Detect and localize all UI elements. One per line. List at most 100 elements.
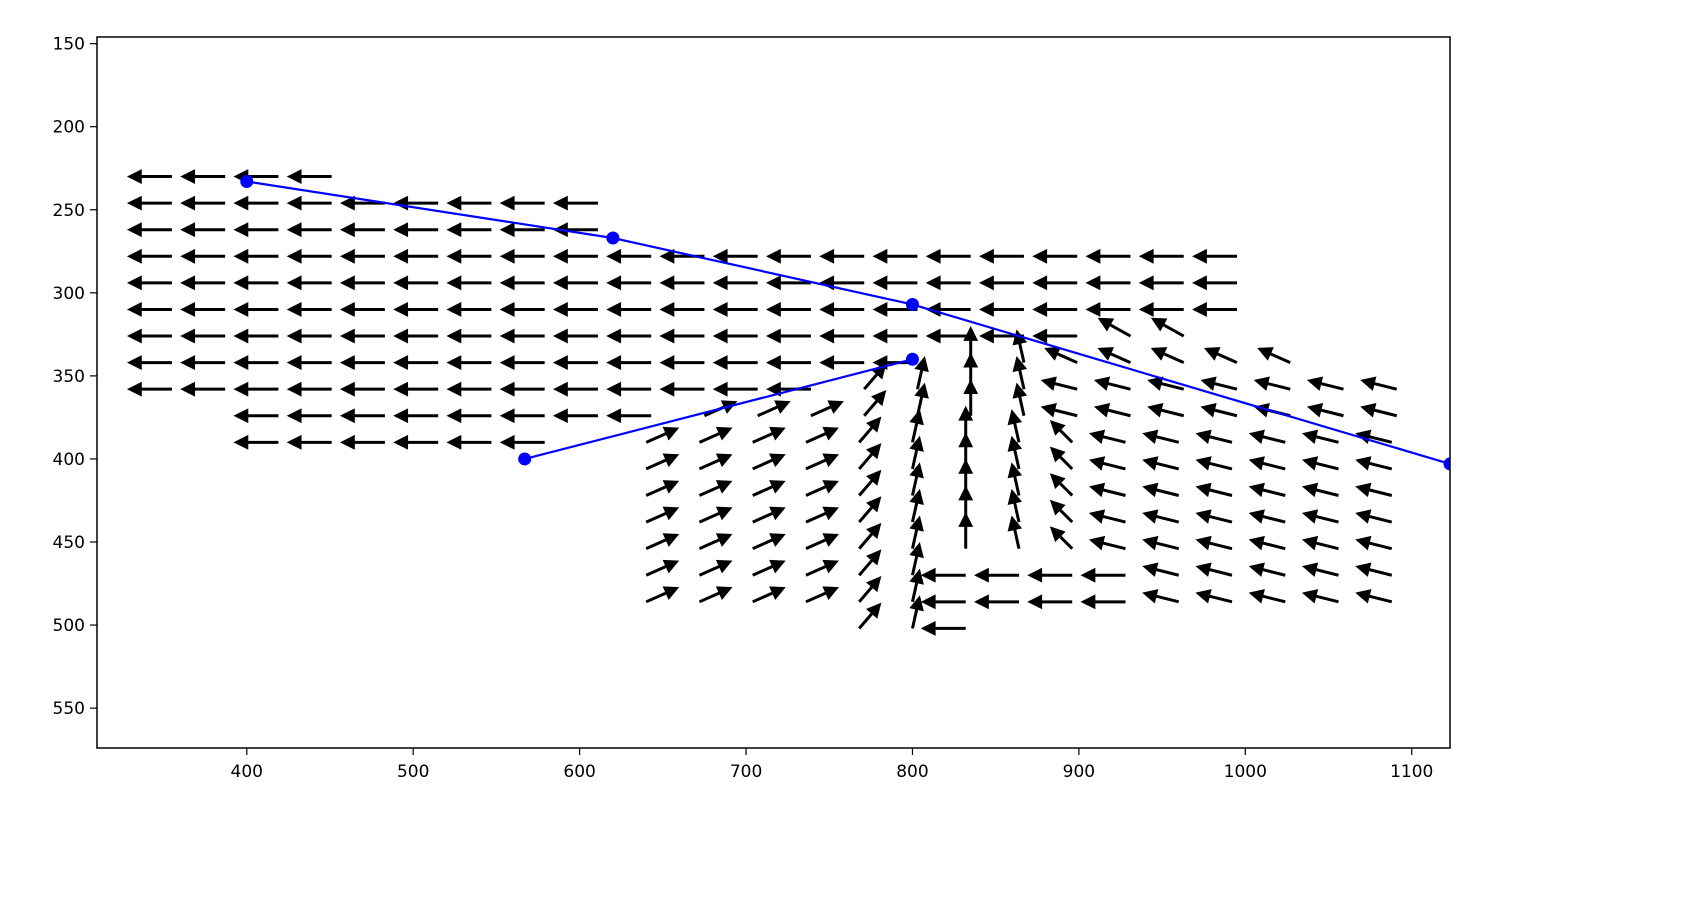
arrow [1301,482,1339,498]
arrow [1360,376,1398,391]
arrow [698,533,733,551]
arrow [1360,403,1398,418]
arrow [1195,429,1233,445]
arrow [659,381,705,397]
arrow [606,381,652,397]
arrow [286,169,332,184]
arrow [1007,488,1023,523]
arrow [446,248,492,264]
arrow [180,275,226,291]
arrow [858,602,882,630]
arrow [645,506,680,524]
arrow [712,248,758,264]
arrow [1355,509,1393,524]
arrow [645,480,680,497]
arrow [712,355,758,371]
arrow [1301,535,1339,551]
line-marker [905,352,919,366]
arrow [446,195,492,211]
arrow [339,408,385,424]
arrow [393,381,439,397]
arrow [712,302,758,317]
arrow [645,586,680,604]
arrow [1088,509,1126,524]
y-tick-label: 250 [53,201,85,221]
arrow [552,302,598,317]
arrow [499,275,545,291]
arrow [805,559,839,577]
line [246,180,1450,465]
arrow [1138,248,1184,264]
arrow [1355,535,1393,551]
arrow [1192,275,1237,291]
arrow [1147,376,1185,391]
arrow [1027,594,1073,610]
arrow [286,355,332,371]
arrow [446,302,492,317]
arrow [765,302,811,317]
arrow [606,248,652,264]
arrow [752,559,786,577]
arrow [180,302,226,317]
arrow [1301,509,1339,524]
arrow [909,568,924,603]
arrow [752,426,786,444]
arrow [286,328,332,344]
arrow [1200,403,1238,418]
arrow [805,426,839,444]
arrow [393,434,439,450]
arrow [1248,456,1286,471]
arrow [393,408,439,424]
arrow [499,222,545,238]
arrow [339,381,385,397]
arrow [1032,248,1078,264]
arrow [286,408,332,424]
arrow [1195,589,1233,604]
arrow [126,195,172,211]
arrow [920,620,966,636]
arrow [909,462,924,496]
arrow [963,379,979,416]
arrow [1147,403,1185,418]
arrow [1142,562,1180,577]
arrow [499,381,545,397]
arrow [286,222,332,238]
arrow [712,275,758,291]
x-tick-label: 700 [730,762,762,782]
arrow [606,355,652,371]
arrow [805,453,839,471]
arrow [858,443,882,470]
plot-area [126,169,1450,636]
line-marker [606,231,620,245]
arrow [1044,347,1078,364]
arrow [1195,535,1233,551]
y-tick-label: 400 [53,450,85,470]
arrow [446,275,492,291]
arrow [606,408,652,424]
arrow [1248,482,1286,498]
arrow [499,328,545,344]
x-tick-label: 800 [896,762,928,782]
arrow [1049,420,1074,444]
arrow [1301,562,1339,577]
arrow [712,381,758,397]
arrow [1085,302,1131,317]
arrow [1040,376,1078,391]
arrow [339,302,385,317]
arrow [1142,482,1180,498]
arrow [909,409,924,443]
arrow [920,594,966,610]
y-tick-label: 450 [53,533,85,553]
arrow [1049,446,1074,470]
arrow [698,559,733,577]
arrow [126,381,172,397]
arrow [393,248,439,264]
arrow [552,408,598,424]
arrow [1195,509,1233,524]
arrow [1138,275,1184,291]
arrow [909,515,924,549]
arrow [180,355,226,371]
arrow [393,222,439,238]
arrow [286,302,332,317]
arrow [752,533,786,551]
